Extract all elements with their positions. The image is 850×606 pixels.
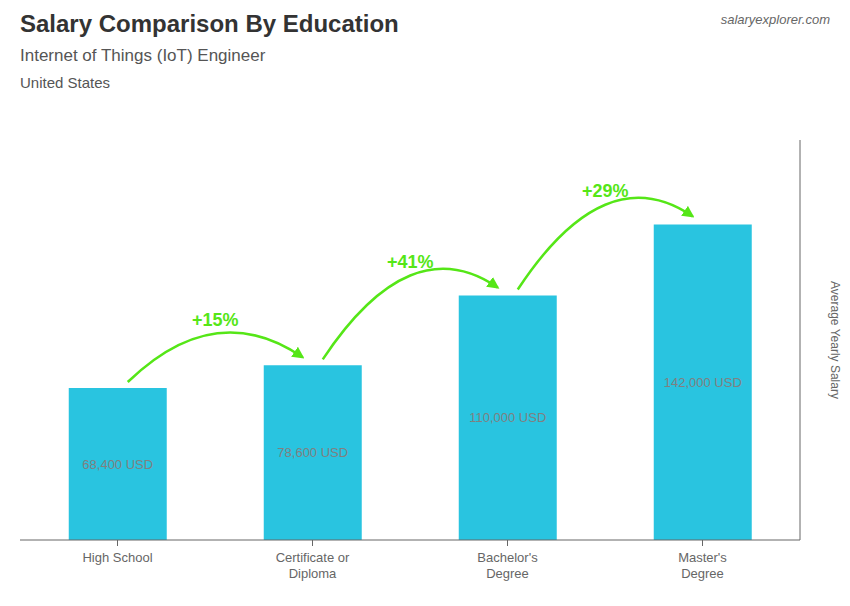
svg-text:Average Yearly Salary: Average Yearly Salary bbox=[828, 281, 842, 399]
html-text:United States: United States bbox=[20, 74, 111, 91]
html-text:Salary Comparison By Education: Salary Comparison By Education bbox=[20, 10, 399, 37]
svg-text:142,000 USD: 142,000 USD bbox=[664, 375, 742, 390]
svg-text:+41%: +41% bbox=[387, 252, 434, 272]
svg-text:68,400 USD: 68,400 USD bbox=[82, 457, 153, 472]
svg-text:Certificate orDiploma: Certificate orDiploma bbox=[276, 550, 350, 581]
svg-text:Bachelor'sDegree: Bachelor'sDegree bbox=[477, 550, 538, 581]
html-text:salaryexplorer.com: salaryexplorer.com bbox=[720, 12, 830, 27]
svg-text:78,600 USD: 78,600 USD bbox=[277, 445, 348, 460]
html-text:Internet of Things (IoT) Engin: Internet of Things (IoT) Engineer bbox=[20, 46, 266, 65]
svg-text:High School: High School bbox=[82, 550, 152, 565]
svg-text:+29%: +29% bbox=[582, 181, 629, 201]
svg-text:110,000 USD: 110,000 USD bbox=[469, 410, 546, 425]
svg-text:Master'sDegree: Master'sDegree bbox=[678, 550, 727, 581]
svg-text:+15%: +15% bbox=[192, 310, 239, 330]
